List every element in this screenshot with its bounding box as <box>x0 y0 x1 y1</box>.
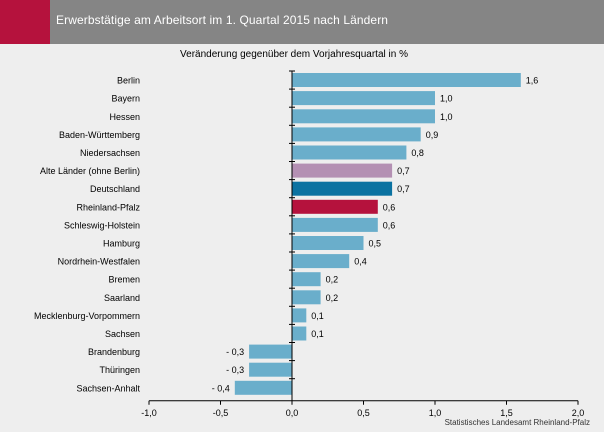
value-label: - 0,3 <box>226 347 244 357</box>
category-label: Hessen <box>109 112 140 122</box>
category-label: Schleswig-Holstein <box>64 220 140 230</box>
value-label: - 0,4 <box>212 383 230 393</box>
bar-saarland <box>292 290 321 305</box>
bar-brandenburg <box>249 344 292 359</box>
category-label: Bremen <box>108 275 140 285</box>
value-label: - 0,3 <box>226 365 244 375</box>
category-label: Rheinland-Pfalz <box>76 202 140 212</box>
bar-thüringen <box>249 362 292 377</box>
chart-subtitle: Veränderung gegenüber dem Vorjahresquart… <box>180 49 408 60</box>
value-label: 0,1 <box>311 329 324 339</box>
category-labels: Berlin Bayern Hessen Baden-Württemberg Niede… <box>34 76 141 394</box>
category-label: Bayern <box>111 94 140 104</box>
category-label: Brandenburg <box>88 347 140 357</box>
chart-title: Erwerbstätige am Arbeitsort im 1. Quarta… <box>56 13 389 27</box>
value-labels: 1,61,01,00,90,80,70,70,60,60,50,40,20,20… <box>212 76 539 394</box>
bar-sachsen <box>292 326 307 341</box>
value-label: 0,4 <box>354 257 367 267</box>
bar-sachsen-anhalt <box>234 380 292 395</box>
value-label: 0,2 <box>326 293 339 303</box>
x-tick-label: -0,5 <box>213 408 229 418</box>
value-label: 0,7 <box>397 184 410 194</box>
value-label: 0,1 <box>311 311 324 321</box>
category-label: Niedersachsen <box>80 148 140 158</box>
value-label: 0,6 <box>383 202 396 212</box>
category-label: Alte Länder (ohne Berlin) <box>40 166 140 176</box>
bar-bayern <box>292 91 435 106</box>
x-tick-label: 1,0 <box>429 408 442 418</box>
bar-hamburg <box>292 236 364 250</box>
bar-bremen <box>292 272 321 287</box>
bar-rheinland-pfalz <box>292 199 378 214</box>
value-label: 1,0 <box>440 112 453 122</box>
bar-baden-württemberg <box>292 127 421 142</box>
value-label: 0,8 <box>411 148 424 158</box>
value-label: 1,0 <box>440 94 453 104</box>
x-axis-ticks: -1,0 -0,5 0,0 0,5 1,0 1,5 2,0 <box>141 70 585 418</box>
bar-group <box>234 73 521 395</box>
bar-schleswig-holstein <box>292 217 378 232</box>
category-label: Thüringen <box>99 365 140 375</box>
category-label: Berlin <box>117 76 140 86</box>
value-label: 0,5 <box>369 239 382 249</box>
x-tick-label: 0,5 <box>357 408 370 418</box>
bar-mecklenburg-vorpommern <box>292 308 307 323</box>
category-label: Deutschland <box>90 184 140 194</box>
category-label: Nordrhein-Westfalen <box>58 257 140 267</box>
bar-deutschland <box>292 181 393 196</box>
bar-alte-länder-ohne-berlin <box>292 163 393 178</box>
header-accent <box>0 0 50 44</box>
bar-niedersachsen <box>292 145 407 160</box>
bar-hessen <box>292 109 435 124</box>
value-label: 0,7 <box>397 166 410 176</box>
category-label: Hamburg <box>103 239 140 249</box>
x-tick-label: 2,0 <box>572 408 585 418</box>
category-label: Sachsen-Anhalt <box>76 383 140 393</box>
bar-berlin <box>292 73 521 87</box>
category-label: Sachsen <box>105 329 140 339</box>
category-label: Baden-Württemberg <box>59 130 140 140</box>
header-bar <box>0 0 604 44</box>
value-label: 0,9 <box>426 130 439 140</box>
x-tick-label: -1,0 <box>141 408 157 418</box>
category-label: Mecklenburg-Vorpommern <box>34 311 140 321</box>
source-note: Statistisches Landesamt Rheinland-Pfalz <box>444 418 590 427</box>
value-label: 0,2 <box>326 275 339 285</box>
x-tick-label: 0,0 <box>286 408 299 418</box>
value-label: 0,6 <box>383 220 396 230</box>
value-label: 1,6 <box>526 76 539 86</box>
bar-nordrhein-westfalen <box>292 254 350 269</box>
category-label: Saarland <box>104 293 140 303</box>
x-tick-label: 1,5 <box>500 408 513 418</box>
